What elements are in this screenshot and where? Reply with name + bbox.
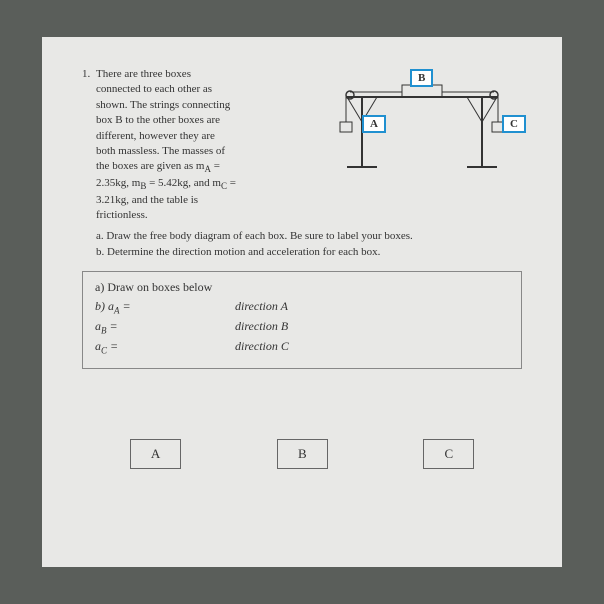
answer-box: a) Draw on boxes below b) aA = direction… <box>82 271 522 369</box>
problem-row: 1.There are three boxes connected to eac… <box>82 67 522 224</box>
fbd-box-a: A <box>130 439 181 469</box>
t3: shown. The strings connecting <box>96 99 230 111</box>
diagram-label-c: C <box>502 115 526 133</box>
row-aA: b) aA = direction A <box>95 299 509 315</box>
t6: both massless. The masses of <box>96 145 225 157</box>
t1: There are three boxes <box>96 68 191 80</box>
sub-b: b. Determine the direction motion and ac… <box>96 244 522 261</box>
row-aB: aB = direction B <box>95 319 509 335</box>
fbd-box-c: C <box>423 439 474 469</box>
diagram-label-b: B <box>410 69 433 87</box>
problem-text: 1.There are three boxes connected to eac… <box>82 67 312 224</box>
worksheet-page: 1.There are three boxes connected to eac… <box>42 37 562 567</box>
pulley-diagram: B A C <box>322 67 522 177</box>
t2: connected to each other as <box>96 83 212 95</box>
t8: 2.35kg, mB = 5.42kg, and mC = <box>96 177 236 189</box>
t10: frictionless. <box>96 209 148 221</box>
ans-a: a) Draw on boxes below <box>95 280 509 295</box>
sub-questions: a. Draw the free body diagram of each bo… <box>96 228 522 261</box>
problem-number: 1. <box>82 67 96 82</box>
t9: 3.21kg, and the table is <box>96 194 198 206</box>
sub-a: a. Draw the free body diagram of each bo… <box>96 228 522 245</box>
t4: box B to the other boxes are <box>96 114 220 126</box>
fbd-boxes: A B C <box>82 439 522 469</box>
diagram-label-a: A <box>362 115 386 133</box>
t5: different, however they are <box>96 130 215 142</box>
t7: the boxes are given as mA = <box>96 160 220 172</box>
row-aC: aC = direction C <box>95 339 509 355</box>
fbd-box-b: B <box>277 439 328 469</box>
